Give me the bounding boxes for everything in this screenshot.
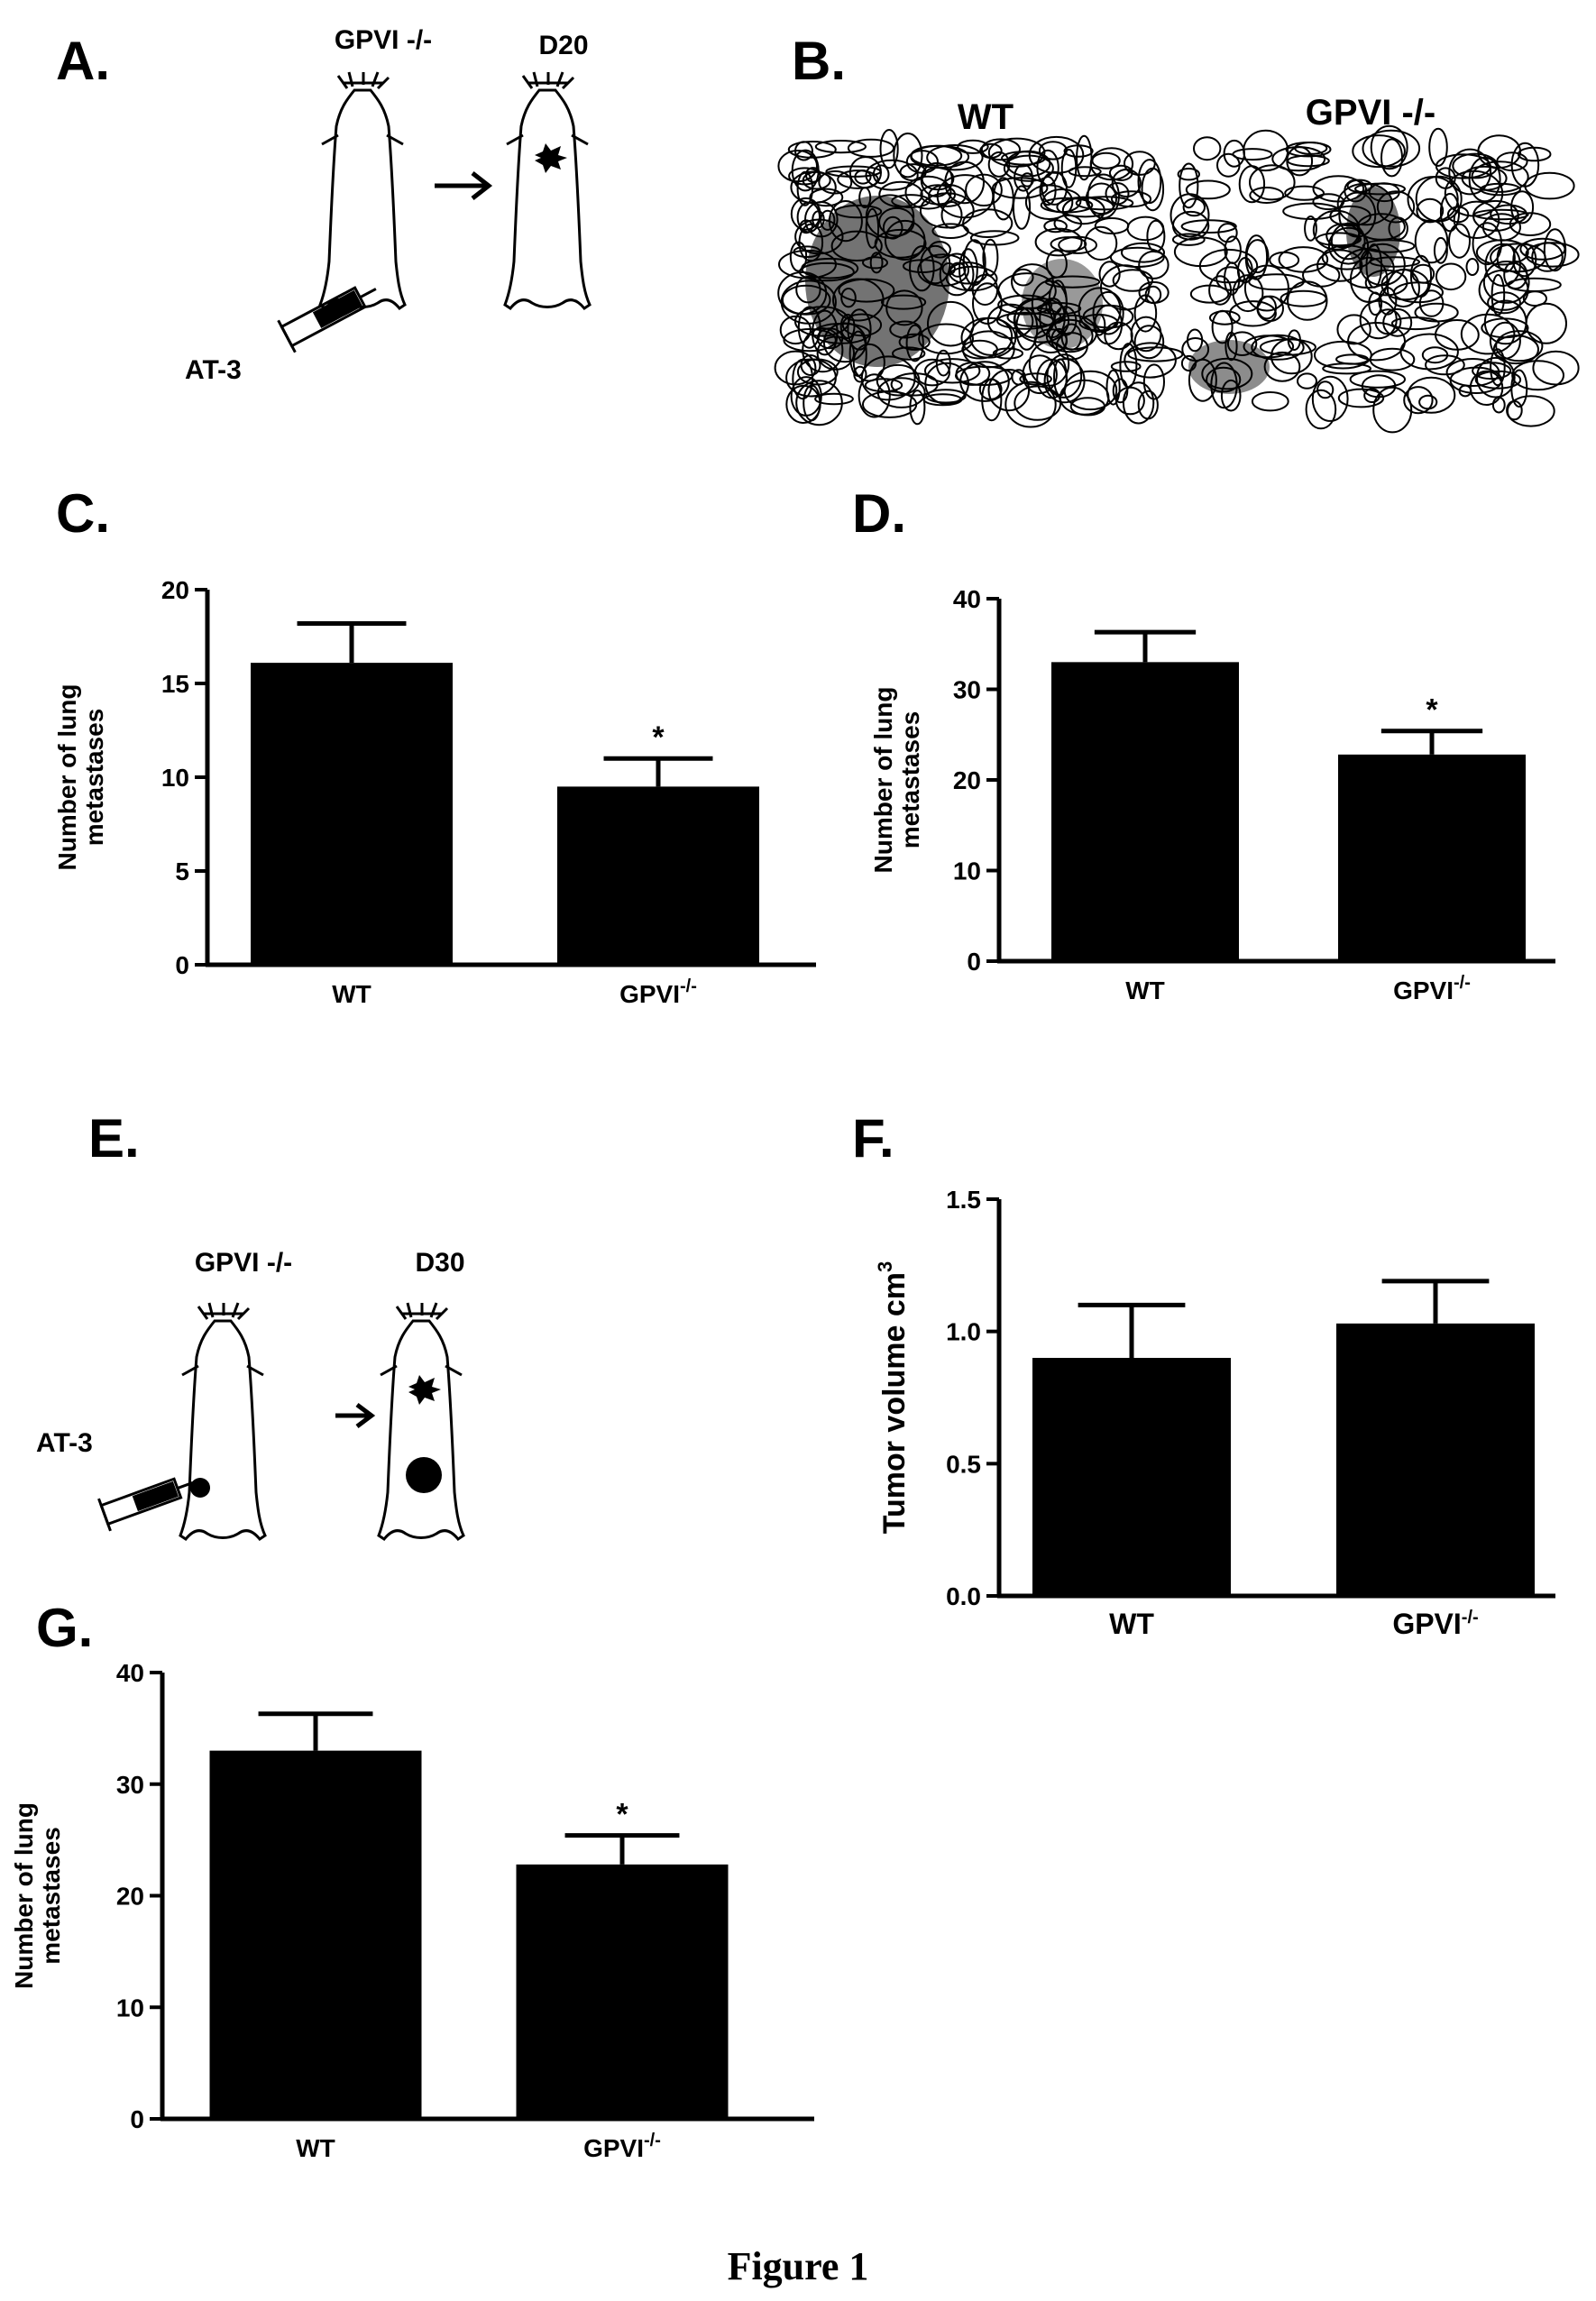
x-tick-label: WT [1125,976,1165,1004]
y-tick-label: 40 [116,1659,144,1687]
bar [557,786,759,965]
x-tick-label: WT [332,980,371,1008]
panel-letter-a: A. [56,31,110,91]
significance-marker: * [1426,693,1438,728]
y-tick-label: 0.0 [946,1582,981,1610]
significance-marker: * [616,1798,628,1832]
x-tick-label: GPVI-/- [619,976,697,1008]
panel-letter-b: B. [792,31,846,91]
y-tick-label: 0.5 [946,1450,981,1478]
y-tick-label: 1.5 [946,1186,981,1214]
y-tick-label: 40 [953,585,981,613]
significance-marker: * [652,720,665,755]
y-tick-label: 0 [130,2105,144,2133]
y-tick-label: 20 [116,1883,144,1911]
panel-a-day-label: D20 [538,31,589,60]
y-tick-label: 10 [161,764,189,792]
figure-caption: Figure 1 [727,2244,869,2288]
bar [209,1750,422,2119]
y-tick-label: 20 [161,576,189,604]
y-axis-label: Number of lungmetastases [10,1802,65,1989]
y-axis-label: Number of lungmetastases [869,687,924,874]
x-tick-label: WT [296,2134,335,2162]
bar [516,1864,729,2119]
panel-b-image-label-gpvi: GPVI -/- [1305,93,1436,133]
panel-e-day-label: D30 [415,1248,465,1278]
x-tick-label: GPVI-/- [583,2131,661,2162]
y-tick-label: 5 [175,857,189,885]
panel-letter-d: D. [852,483,906,544]
bar [1338,754,1526,961]
y-tick-label: 15 [161,670,189,698]
bar [1032,1358,1231,1596]
panel-a-strain-label: GPVI -/- [334,25,433,55]
microscopy-image [774,129,1184,428]
panel-letter-e: E. [88,1108,140,1169]
y-tick-label: 1.0 [946,1318,981,1346]
y-axis-label: Tumor volume cm3 [874,1261,912,1535]
y-tick-label: 0 [175,951,189,979]
panel-letter-f: F. [852,1108,894,1169]
x-tick-label: WT [1109,1608,1154,1640]
x-tick-label: GPVI-/- [1393,973,1471,1004]
y-tick-label: 20 [953,766,981,794]
x-tick-label: GPVI-/- [1392,1608,1478,1640]
y-tick-label: 30 [953,676,981,704]
y-tick-label: 10 [116,1994,144,2021]
panel-letter-g: G. [36,1598,94,1658]
panel-b-image-label-wt: WT [957,97,1014,137]
y-tick-label: 10 [953,857,981,885]
panel-e-strain-label: GPVI -/- [194,1248,293,1278]
panel-letter-c: C. [56,483,110,544]
bar [251,663,453,965]
y-tick-label: 30 [116,1771,144,1799]
y-tick-label: 0 [967,948,981,976]
bar [1336,1323,1535,1596]
panel-a-injection-label: AT-3 [185,355,242,385]
microscopy-image [1169,124,1580,434]
y-axis-label: Number of lungmetastases [53,684,108,871]
bar [1051,662,1239,961]
panel-e-injection-label: AT-3 [36,1428,93,1458]
